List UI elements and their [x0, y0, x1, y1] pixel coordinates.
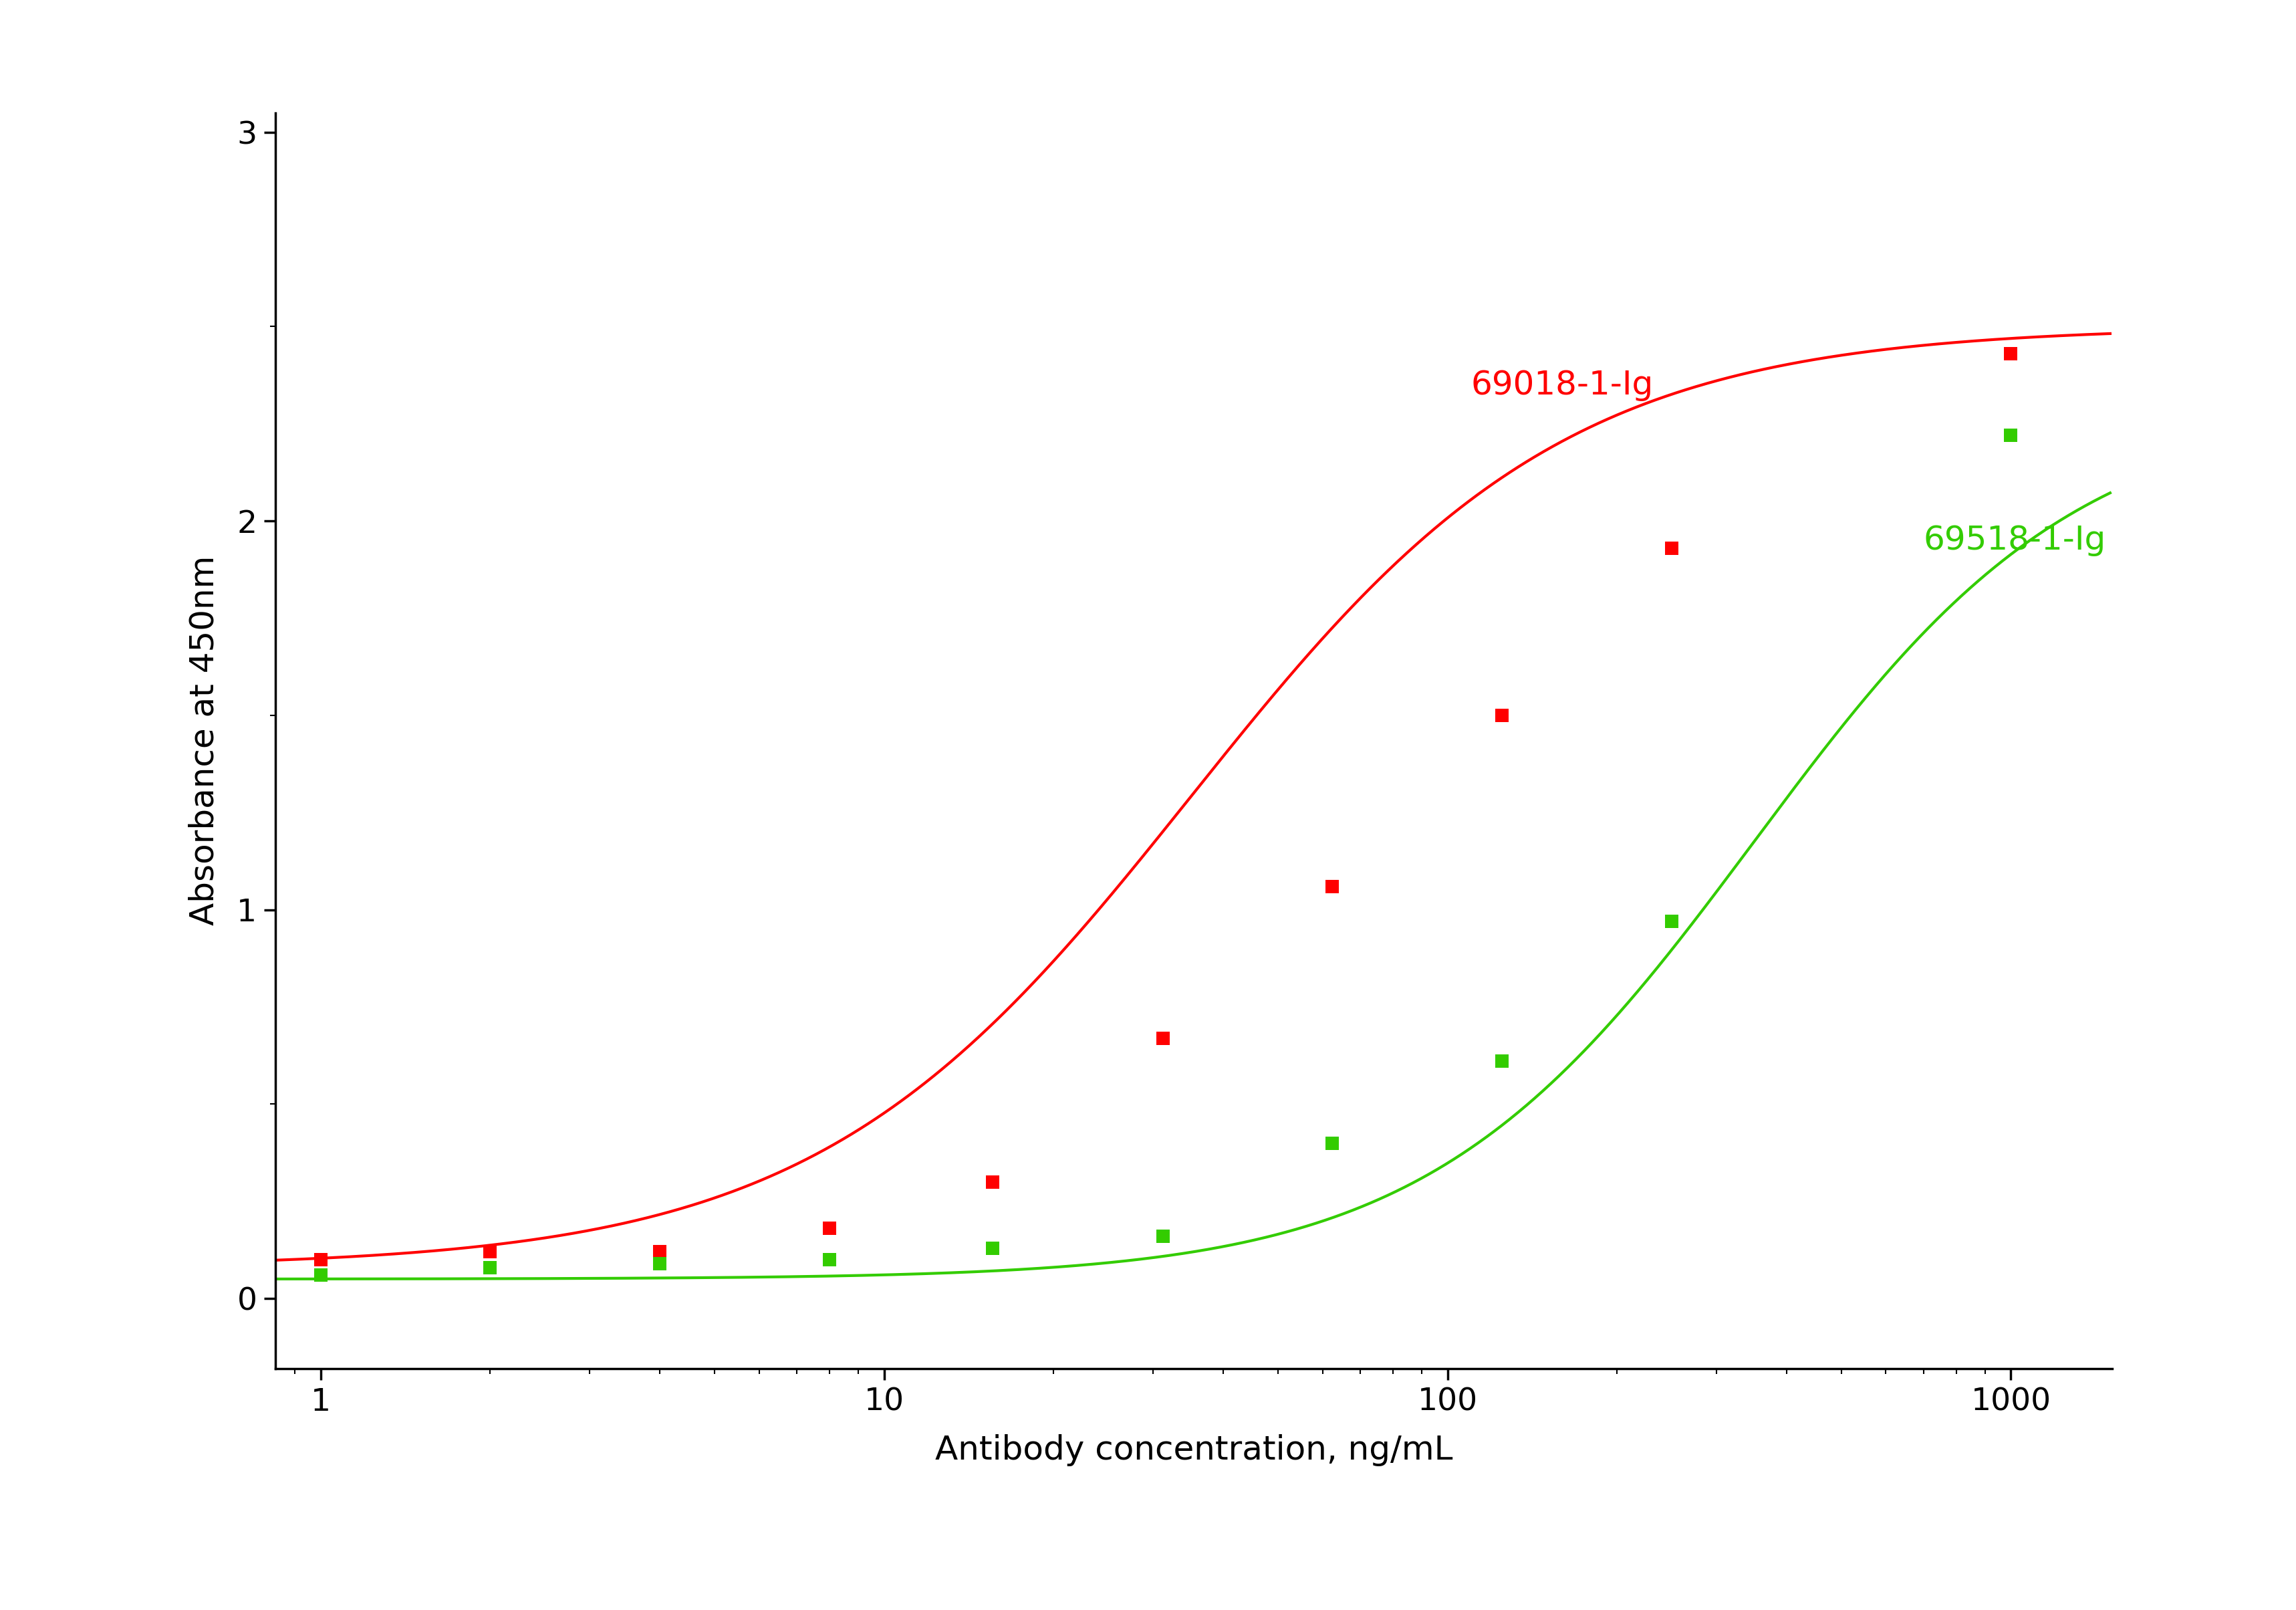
Point	[303, 1246, 340, 1272]
Point	[1993, 341, 2030, 367]
Point	[974, 1169, 1010, 1195]
Point	[1653, 535, 1690, 560]
Point	[1483, 1048, 1520, 1074]
Point	[473, 1240, 510, 1265]
Point	[1313, 1130, 1350, 1156]
Point	[641, 1251, 677, 1277]
Point	[1483, 702, 1520, 728]
X-axis label: Antibody concentration, ng/mL: Antibody concentration, ng/mL	[934, 1435, 1453, 1467]
Point	[473, 1254, 510, 1280]
Point	[1993, 422, 2030, 448]
Point	[1313, 874, 1350, 900]
Text: 69018-1-Ig: 69018-1-Ig	[1472, 369, 1653, 401]
Point	[810, 1216, 847, 1241]
Point	[1143, 1026, 1180, 1051]
Text: 69518-1-Ig: 69518-1-Ig	[1924, 525, 2105, 557]
Point	[641, 1240, 677, 1265]
Point	[974, 1235, 1010, 1261]
Point	[1653, 908, 1690, 934]
Point	[303, 1262, 340, 1288]
Point	[810, 1246, 847, 1272]
Point	[1143, 1224, 1180, 1249]
Y-axis label: Absorbance at 450nm: Absorbance at 450nm	[188, 555, 220, 926]
